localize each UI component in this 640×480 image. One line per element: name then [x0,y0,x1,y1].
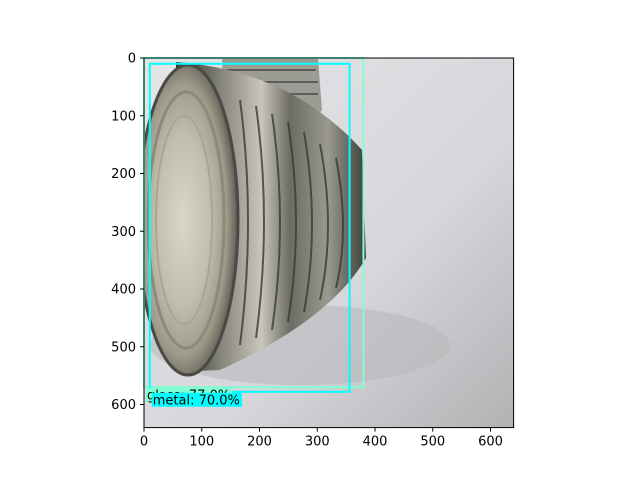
label-bg-metal [151,392,242,407]
bbox-metal [148,62,351,393]
x-tick-label: 0 [140,435,148,450]
label-metal: metal: 70.0% [151,392,242,408]
y-tick-label: 500 [111,340,136,355]
x-tick-label: 500 [420,435,445,450]
detection-labels: glass: 77.0%metal: 70.0% [146,388,242,408]
can-lid-ring [146,90,226,350]
y-tick-label: 200 [111,167,136,182]
x-tick-label: 200 [247,435,272,450]
x-tick-label: 600 [478,435,503,450]
y-tick-label: 100 [111,109,136,124]
can-lid [144,63,240,377]
y-axis: 0 100 200 300 400 500 600 [111,52,144,413]
y-tick-label: 300 [111,225,136,240]
photo-region [144,58,514,428]
y-tick-label: 400 [111,283,136,298]
x-tick-label: 400 [363,435,388,450]
label-text-metal: metal: 70.0% [153,393,240,408]
can-ribs [239,99,344,346]
x-tick-label: 300 [305,435,330,450]
y-tick-label: 0 [128,52,136,67]
y-tick-label: 600 [111,398,136,413]
x-tick-label: 100 [189,435,214,450]
axes-frame [143,57,515,429]
x-axis: 0 100 200 300 400 500 600 [140,427,503,450]
can-lid-ring-inner [155,115,213,325]
